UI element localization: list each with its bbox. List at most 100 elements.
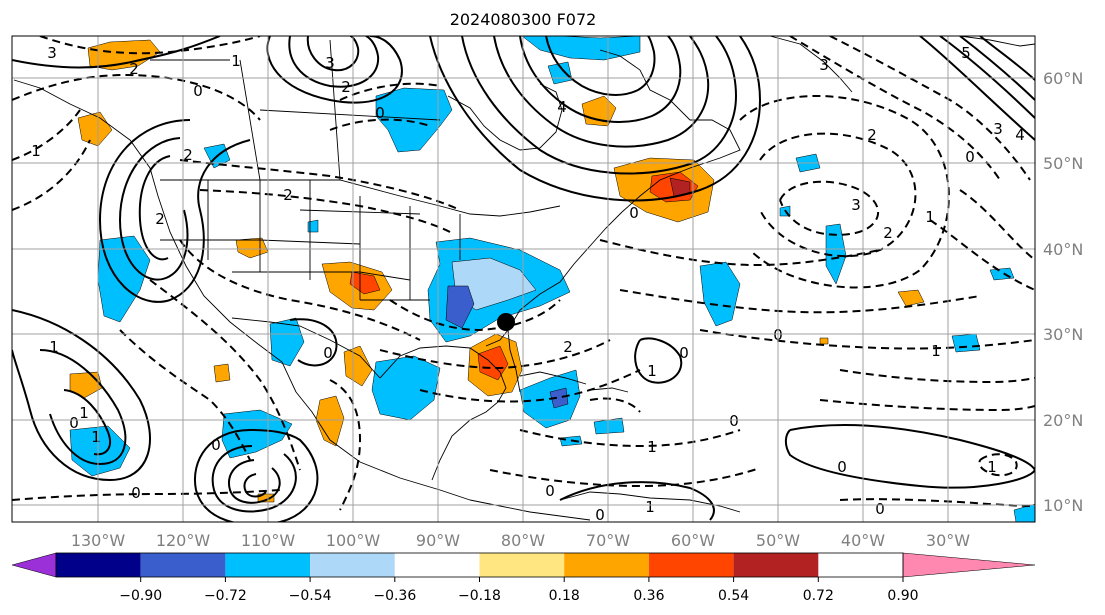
border-us-canada bbox=[160, 179, 561, 217]
contour-label: 0 bbox=[69, 414, 79, 432]
colorbar-seg bbox=[56, 553, 141, 577]
contour-label: 1 bbox=[925, 208, 935, 226]
dashed-atlantic-low-ring-3 bbox=[739, 95, 950, 289]
colorbar-right-extend bbox=[902, 552, 1036, 578]
colorbar-seg bbox=[225, 553, 311, 577]
colorbar-seg bbox=[733, 553, 819, 577]
dashed-carib-small bbox=[589, 397, 641, 413]
dashed-alaska-2 bbox=[39, 36, 261, 55]
dashed-carib-2 bbox=[489, 467, 761, 488]
fill-blue-atlantic-mid bbox=[699, 261, 741, 327]
lon-label: 130°W bbox=[71, 531, 126, 550]
contour-label: 0 bbox=[375, 104, 385, 122]
colorbar-tick-label: −0.90 bbox=[119, 588, 162, 604]
coastline-greenland bbox=[769, 36, 853, 93]
contour-label: 3 bbox=[47, 44, 57, 62]
fill-blue-carib-isl bbox=[593, 417, 625, 435]
contour-label: 0 bbox=[211, 436, 221, 454]
contour-label: 1 bbox=[647, 438, 657, 456]
fill-purple-ga bbox=[445, 285, 475, 329]
contour-label: 3 bbox=[851, 196, 861, 214]
coastline-central-america bbox=[469, 499, 591, 521]
dashed-alaska-1 bbox=[12, 74, 261, 121]
lon-label: 70°W bbox=[586, 531, 630, 550]
contour-label: 1 bbox=[987, 458, 997, 476]
contour-carib-low bbox=[559, 481, 715, 521]
contour-label: 2 bbox=[183, 146, 193, 164]
contour-pacific-w-high-1 bbox=[12, 309, 151, 482]
coastline-south-america bbox=[559, 491, 741, 513]
dashed-greenland-1 bbox=[789, 36, 1001, 181]
contour-desert-high bbox=[289, 318, 338, 367]
fill-blue-azores bbox=[989, 267, 1015, 281]
contour-label: 1 bbox=[91, 428, 101, 446]
dashed-east-atl-2 bbox=[929, 219, 1035, 291]
contour-pacific-w-high-3 bbox=[63, 389, 112, 456]
contour-hudson-high-5 bbox=[545, 36, 656, 96]
location-marker bbox=[497, 313, 515, 331]
dashed-atlantic-low-ring-2 bbox=[759, 132, 917, 258]
dashed-nw-1 bbox=[12, 109, 81, 161]
dashed-atlantic-3 bbox=[699, 329, 1035, 350]
lat-label: 10°N bbox=[1043, 496, 1083, 515]
colorbar-seg bbox=[310, 553, 395, 577]
dashed-west-us-trough-1 bbox=[179, 239, 421, 341]
contour-hudson-high-4 bbox=[519, 36, 682, 123]
dashed-canada-prairie-2 bbox=[199, 189, 451, 233]
colorbar-seg bbox=[140, 553, 226, 577]
fill-blue-ne-us-small bbox=[307, 219, 319, 233]
dashed-gulf-3 bbox=[419, 369, 641, 403]
map-title: 2024080300 F072 bbox=[450, 10, 597, 29]
colorbar-tick-label: −0.54 bbox=[289, 588, 332, 604]
border-us-mexico bbox=[231, 317, 381, 379]
dashed-atlantic-2 bbox=[619, 289, 981, 314]
colorbar-tick-label: −0.36 bbox=[373, 588, 416, 604]
fill-blue-baffin-north bbox=[521, 36, 641, 61]
dashed-hudson-1 bbox=[339, 82, 441, 101]
colorbar: −0.90 −0.72 −0.54 −0.36 −0.18 0.18 0.36 … bbox=[11, 552, 1036, 604]
contour-ne-canada bbox=[12, 36, 221, 69]
contour-label: 2 bbox=[129, 60, 139, 78]
contour-label: 0 bbox=[629, 204, 639, 222]
contour-label: 1 bbox=[647, 362, 657, 380]
lon-label: 80°W bbox=[501, 531, 545, 550]
gridlines bbox=[12, 36, 1035, 522]
lat-label: 40°N bbox=[1043, 240, 1083, 259]
lon-label: 110°W bbox=[241, 531, 296, 550]
colorbar-tick-label: 0.54 bbox=[718, 588, 749, 604]
contour-label: 1 bbox=[931, 342, 941, 360]
colorbar-tick-label: 0.72 bbox=[803, 588, 834, 604]
shaded-anomaly-fills bbox=[69, 36, 1035, 522]
contour-hudson-high-2 bbox=[461, 36, 738, 175]
dashed-gulf-2 bbox=[379, 339, 611, 370]
contour-label: 2 bbox=[283, 186, 293, 204]
fill-orange-atlantic-east bbox=[897, 289, 925, 307]
dashed-east-atl-1 bbox=[959, 189, 1035, 261]
lon-label: 100°W bbox=[326, 531, 381, 550]
lat-label: 60°N bbox=[1043, 69, 1083, 88]
lat-label: 30°N bbox=[1043, 325, 1083, 344]
colorbar-tick-label: 0.36 bbox=[633, 588, 664, 604]
contour-pacific-w-high-2 bbox=[39, 349, 127, 466]
contour-label: 1 bbox=[79, 404, 89, 422]
fill-blue-atlantic-se bbox=[951, 333, 981, 353]
longitude-axis: 130°W 120°W 110°W 100°W 90°W 80°W 70°W 6… bbox=[71, 531, 970, 550]
fill-orange-atlantic-dot bbox=[819, 337, 829, 345]
contour-label: 2 bbox=[563, 338, 573, 356]
contour-alaska-high-2 bbox=[288, 36, 380, 88]
latitude-axis: 10°N 20°N 30°N 40°N 50°N 60°N bbox=[1043, 69, 1083, 515]
contour-label: 4 bbox=[1015, 126, 1025, 144]
contour-pacific-nw-high-3 bbox=[138, 155, 171, 261]
colorbar-seg bbox=[648, 553, 734, 577]
fill-blue-pacific-west bbox=[97, 235, 151, 323]
colorbar-seg bbox=[394, 553, 480, 577]
contour-alaska-high-1 bbox=[266, 36, 403, 104]
contour-pacific-nw-high-2 bbox=[118, 137, 189, 281]
state-line-1 bbox=[207, 180, 461, 300]
contour-label: 3 bbox=[819, 56, 829, 74]
contour-iceland-low-1 bbox=[919, 36, 1035, 141]
coastlines-and-borders bbox=[13, 36, 1035, 521]
colorbar-tick-label: −0.18 bbox=[458, 588, 501, 604]
colorbar-left-extend bbox=[11, 552, 57, 578]
contour-label: 0 bbox=[679, 344, 689, 362]
